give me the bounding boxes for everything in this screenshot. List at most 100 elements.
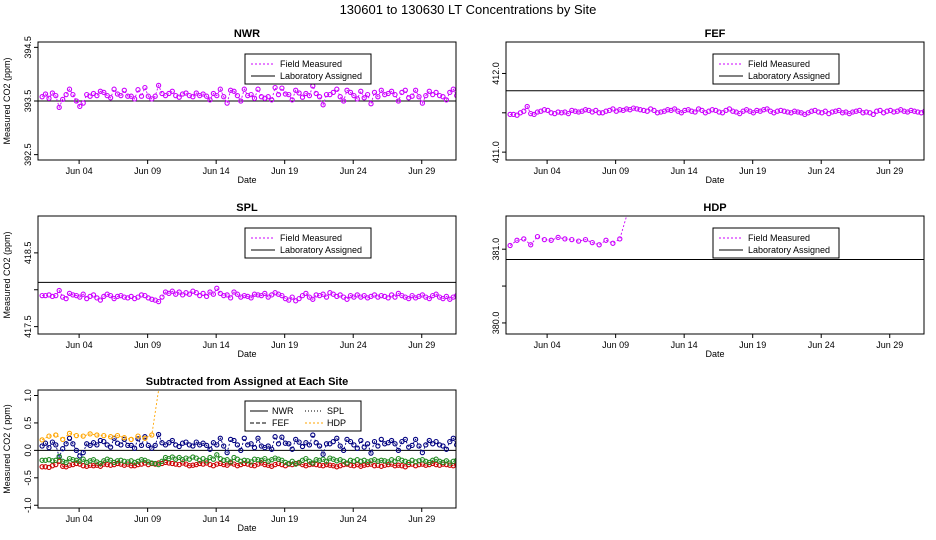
x-tick-label: Jun 29 — [408, 340, 435, 350]
data-point — [730, 108, 736, 114]
data-point — [63, 459, 69, 466]
legend-box — [712, 227, 840, 259]
data-point — [142, 435, 148, 441]
data-point — [337, 443, 343, 449]
data-point — [926, 112, 930, 116]
data-point — [371, 463, 378, 469]
data-point — [152, 442, 158, 449]
data-point — [193, 90, 199, 96]
data-point — [569, 107, 575, 114]
data-point — [454, 293, 456, 299]
data-point — [125, 93, 131, 99]
data-point — [101, 438, 107, 445]
data-point — [303, 455, 309, 462]
y-tick-label: 0.0 — [23, 444, 33, 457]
data-point — [555, 234, 561, 241]
data-point — [313, 90, 319, 97]
data-point — [344, 296, 350, 302]
data-point — [447, 89, 453, 96]
data-point — [709, 107, 715, 113]
data-point — [248, 462, 254, 468]
data-point — [310, 83, 316, 89]
data-point — [465, 460, 469, 464]
data-point — [224, 292, 230, 298]
data-point — [125, 442, 131, 449]
legend-label: Field Measured — [748, 59, 810, 69]
x-axis-label: Date — [237, 349, 256, 359]
legend-label: NWR — [272, 406, 294, 416]
data-point — [193, 439, 199, 445]
data-point — [279, 434, 285, 440]
data-point — [461, 465, 465, 469]
data-point — [378, 436, 384, 443]
data-point — [66, 86, 73, 92]
x-tick-label: Jun 09 — [602, 340, 629, 350]
legend-label: Laboratory Assigned — [748, 71, 830, 81]
data-point — [416, 94, 422, 100]
data-point — [593, 107, 599, 114]
x-tick-label: Jun 04 — [66, 514, 93, 524]
data-point — [289, 458, 295, 464]
data-point — [169, 460, 175, 467]
data-point — [299, 94, 306, 100]
data-point — [49, 458, 56, 464]
data-point — [623, 106, 630, 112]
data-point — [203, 442, 210, 449]
x-tick-label: Jun 04 — [66, 340, 93, 350]
data-point — [207, 97, 213, 103]
data-point — [248, 459, 254, 465]
x-axis-label: Date — [237, 175, 256, 185]
data-point — [286, 91, 292, 98]
y-tick-label: 393.5 — [23, 90, 33, 113]
data-point — [682, 107, 688, 114]
data-point — [361, 95, 367, 101]
data-point — [922, 108, 924, 114]
data-point — [296, 295, 302, 302]
data-point — [378, 292, 384, 299]
data-point — [388, 88, 395, 94]
data-point — [323, 294, 330, 300]
x-axis-label: Date — [705, 175, 724, 185]
panel-4: Subtracted from Assigned at Each Site Jun… — [2, 376, 469, 533]
data-point — [231, 437, 237, 444]
data-point — [217, 86, 223, 92]
data-point — [323, 458, 330, 464]
data-point — [313, 292, 319, 298]
data-point — [80, 463, 86, 469]
data-point — [155, 298, 162, 305]
data-point — [107, 292, 114, 299]
data-point — [699, 107, 705, 114]
data-point — [275, 441, 282, 447]
data-point — [159, 458, 165, 464]
data-point — [39, 437, 45, 443]
data-point — [293, 87, 299, 93]
data-point — [531, 111, 537, 118]
data-point — [832, 108, 839, 114]
data-point — [689, 108, 695, 114]
data-point — [524, 103, 530, 110]
data-point — [548, 110, 554, 116]
data-point — [173, 461, 179, 467]
data-point — [306, 92, 313, 99]
data-point — [465, 297, 469, 301]
data-point — [915, 109, 921, 115]
data-point — [101, 89, 107, 96]
data-point — [458, 444, 462, 448]
data-point — [46, 444, 52, 451]
data-point — [822, 108, 828, 114]
data-point — [111, 86, 117, 92]
data-point — [596, 242, 602, 248]
data-point — [49, 439, 56, 445]
data-point — [272, 434, 278, 440]
data-point — [378, 87, 384, 93]
data-point — [337, 94, 343, 100]
x-tick-label: Jun 09 — [134, 514, 161, 524]
data-point — [155, 461, 162, 468]
legend-label: HDP — [327, 418, 346, 428]
data-point — [368, 101, 374, 107]
data-point — [128, 93, 134, 99]
data-point — [121, 435, 127, 441]
series-line — [42, 454, 456, 466]
data-point — [135, 433, 141, 439]
